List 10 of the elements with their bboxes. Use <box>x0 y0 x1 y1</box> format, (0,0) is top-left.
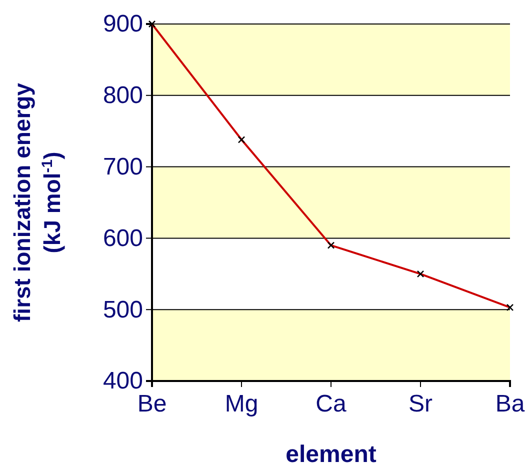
x-tick-label: Sr <box>408 390 433 418</box>
y-tick-label: 600 <box>102 224 143 252</box>
y-tick-label: 900 <box>102 10 143 38</box>
x-axis-title: element <box>286 441 376 468</box>
y-tick-label: 800 <box>102 82 143 110</box>
x-tick-label: Ba <box>495 390 526 418</box>
x-tick-label: Ca <box>316 390 347 418</box>
y-tick-label: 500 <box>102 296 143 324</box>
x-tick-label: Mg <box>224 390 258 418</box>
y-tick-label: 700 <box>102 153 143 180</box>
